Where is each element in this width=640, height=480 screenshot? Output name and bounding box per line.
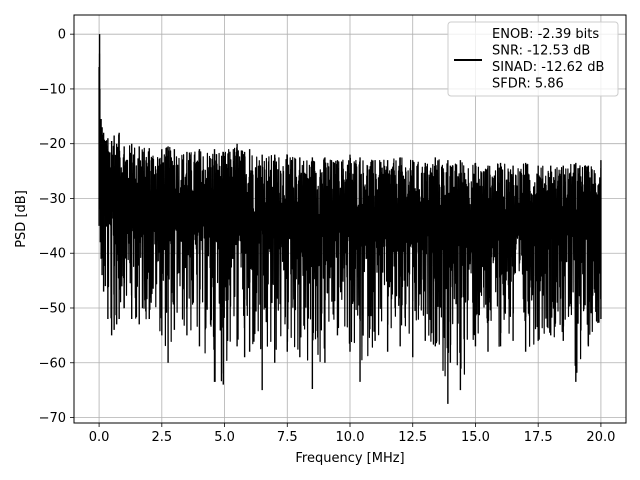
x-tick-label: 10.0: [336, 430, 365, 445]
y-axis-label: PSD [dB]: [14, 190, 29, 248]
legend-box: [447, 21, 619, 97]
x-tick-label: 2.5: [151, 430, 172, 445]
x-tick-label: 20.0: [586, 430, 615, 445]
y-tick-label: −30: [39, 192, 66, 207]
y-tick-label: −10: [39, 82, 66, 97]
y-axis: 0 −10 −20 −30 −40 −50 −60 −70: [39, 28, 74, 426]
legend-enob: ENOB: -2.39 bits: [492, 27, 599, 42]
legend: ENOB: -2.39 bits SNR: -12.53 dB SINAD: -…: [447, 21, 619, 97]
legend-sfdr: SFDR: 5.86: [492, 77, 564, 92]
x-axis-label: Frequency [MHz]: [295, 451, 404, 466]
x-tick-label: 5.0: [214, 430, 235, 445]
x-tick-label: 7.5: [277, 430, 298, 445]
x-tick-label: 0.0: [89, 430, 110, 445]
y-tick-label: −70: [39, 411, 66, 426]
y-tick-label: 0: [58, 28, 66, 43]
y-tick-label: −60: [39, 356, 66, 371]
y-tick-label: −20: [39, 137, 66, 152]
y-tick-label: −50: [39, 301, 66, 316]
x-tick-label: 17.5: [524, 430, 553, 445]
legend-snr: SNR: -12.53 dB: [492, 44, 590, 59]
legend-sinad: SINAD: -12.62 dB: [492, 60, 604, 75]
x-tick-label: 15.0: [461, 430, 490, 445]
plot-area: [98, 34, 602, 404]
x-axis: 0.0 2.5 5.0 7.5 10.0 12.5 15.0 17.5 20.0: [89, 423, 615, 445]
y-tick-label: −40: [39, 247, 66, 262]
x-tick-label: 12.5: [398, 430, 427, 445]
